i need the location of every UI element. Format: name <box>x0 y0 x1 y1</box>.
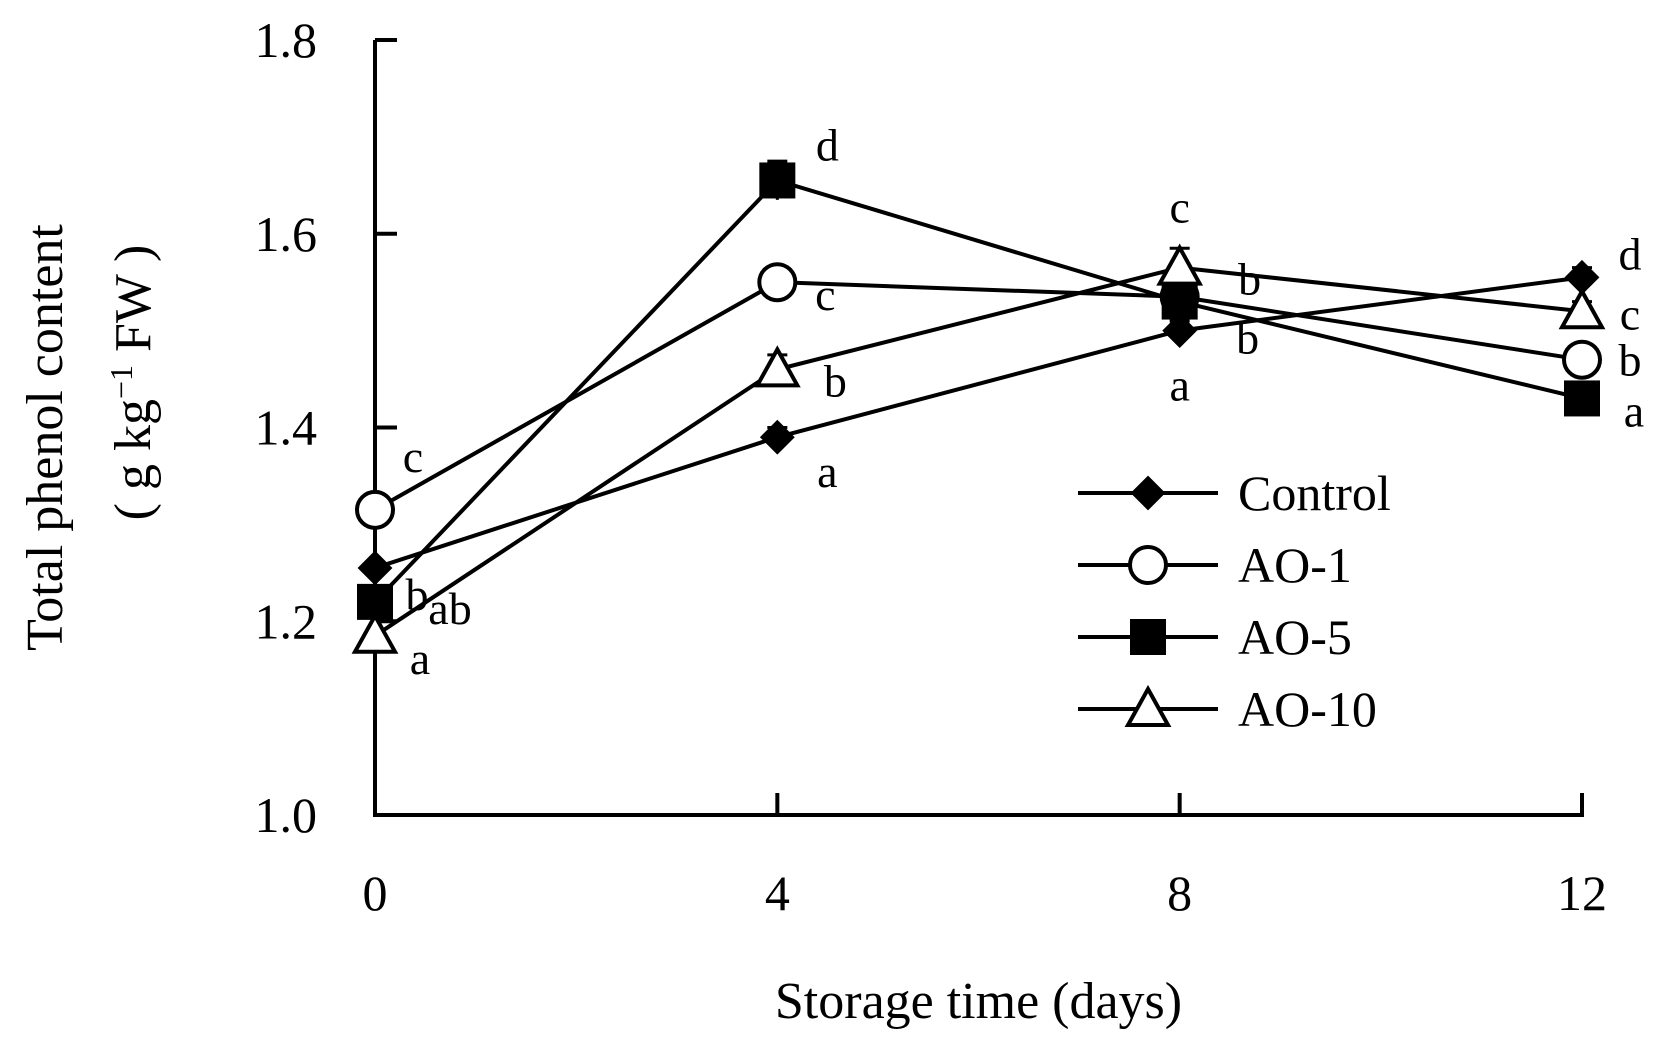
data-point <box>355 489 395 530</box>
data-point <box>759 419 795 455</box>
series-line <box>374 275 1583 570</box>
y-axis-title-line1: Total phenol content <box>17 224 74 651</box>
y-tick-label: 1.0 <box>255 787 318 843</box>
y-axis-title-line2: ( g kg−1 FW ) <box>103 245 162 521</box>
x-tick-label: 8 <box>1167 865 1192 921</box>
legend-item: Control <box>1078 465 1391 521</box>
series-ao-1 <box>365 275 1592 515</box>
markers-ao-1 <box>355 262 1602 530</box>
legend: Control AO-1 AO-5 AO-10 <box>1078 465 1391 737</box>
axes: 1.0 1.2 1.4 1.6 1.8 0 4 8 12 <box>255 12 1608 921</box>
legend-label: AO-10 <box>1238 681 1377 737</box>
x-ticks: 0 4 8 12 <box>363 793 1607 921</box>
y-axis-unit-prefix: ( g kg <box>105 399 162 520</box>
significance-letter: b <box>1238 254 1261 305</box>
y-axis-unit-superscript: −1 <box>103 365 139 399</box>
x-tick-label: 4 <box>765 865 790 921</box>
legend-item: AO-10 <box>1078 681 1377 737</box>
data-point <box>357 550 393 586</box>
series-layer <box>351 159 1606 654</box>
series-line <box>373 265 1583 638</box>
data-point <box>1161 283 1198 320</box>
significance-letter: c <box>815 269 835 320</box>
y-axis-unit-suffix: FW ) <box>105 245 162 365</box>
significance-letter: c <box>1620 288 1640 339</box>
data-point <box>1156 243 1204 286</box>
legend-label: AO-1 <box>1238 537 1352 593</box>
x-axis-title: Storage time (days) <box>775 973 1182 1030</box>
legend-marker <box>1130 475 1166 511</box>
legend-label: Control <box>1238 465 1391 521</box>
data-point <box>351 611 399 654</box>
y-tick-label: 1.2 <box>255 593 318 649</box>
significance-letter: c <box>403 431 423 482</box>
data-point <box>1564 380 1600 417</box>
data-point <box>757 262 798 303</box>
significance-letter: d <box>816 119 839 170</box>
x-tick-label: 0 <box>363 865 388 921</box>
markers-control <box>357 259 1600 586</box>
data-point <box>1558 287 1606 330</box>
significance-letter: b <box>1236 313 1259 364</box>
significance-letter: a <box>1169 360 1189 411</box>
markers-ao-10 <box>351 243 1606 654</box>
significance-letter: ab <box>428 583 471 634</box>
significance-letter: d <box>1619 228 1642 279</box>
data-point <box>1162 313 1198 349</box>
series-line <box>374 280 1583 512</box>
legend-label: AO-5 <box>1238 609 1352 665</box>
significance-letter: a <box>410 633 430 684</box>
significance-letter: b <box>1619 335 1642 386</box>
significance-letter: c <box>1169 182 1189 233</box>
y-tick-label: 1.4 <box>255 400 318 456</box>
data-point <box>1562 339 1602 380</box>
x-tick-label: 12 <box>1557 865 1607 921</box>
y-tick-label: 1.6 <box>255 206 318 262</box>
series-line <box>373 178 1583 604</box>
significance-letter: b <box>824 355 847 406</box>
y-ticks: 1.0 1.2 1.4 1.6 1.8 <box>255 12 397 843</box>
data-point <box>759 162 796 199</box>
markers-ao-5 <box>357 162 1600 620</box>
legend-marker <box>1124 684 1172 727</box>
significance-letter: a <box>817 446 837 497</box>
series-ao-10 <box>365 246 1592 641</box>
series-ao-5 <box>365 159 1592 612</box>
y-tick-label: 1.8 <box>255 12 318 68</box>
significance-letter: b <box>406 569 429 620</box>
legend-item: AO-1 <box>1078 537 1352 593</box>
legend-marker <box>1130 619 1166 655</box>
data-point <box>753 345 801 388</box>
significance-letter: a <box>1624 385 1644 436</box>
legend-item: AO-5 <box>1078 609 1352 665</box>
legend-marker <box>1128 545 1168 585</box>
